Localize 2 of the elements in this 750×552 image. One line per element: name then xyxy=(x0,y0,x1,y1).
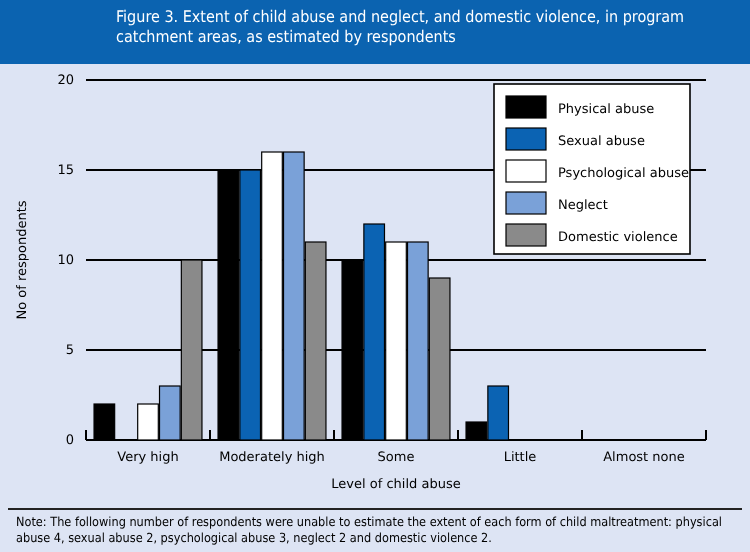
chart-title: Figure 3. Extent of child abuse and neglect, and domestic violence, in program catchment areas, as estimated by respondents xyxy=(0,0,750,64)
bar xyxy=(93,403,116,441)
